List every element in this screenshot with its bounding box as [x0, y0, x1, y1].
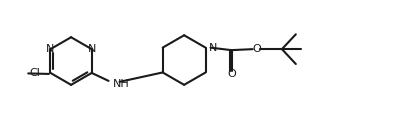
Text: N: N: [88, 44, 96, 54]
Text: N: N: [209, 43, 217, 53]
Text: O: O: [252, 44, 261, 54]
Text: NH: NH: [113, 79, 129, 89]
Text: Cl: Cl: [29, 68, 40, 78]
Text: O: O: [227, 69, 236, 79]
Text: N: N: [46, 44, 55, 54]
